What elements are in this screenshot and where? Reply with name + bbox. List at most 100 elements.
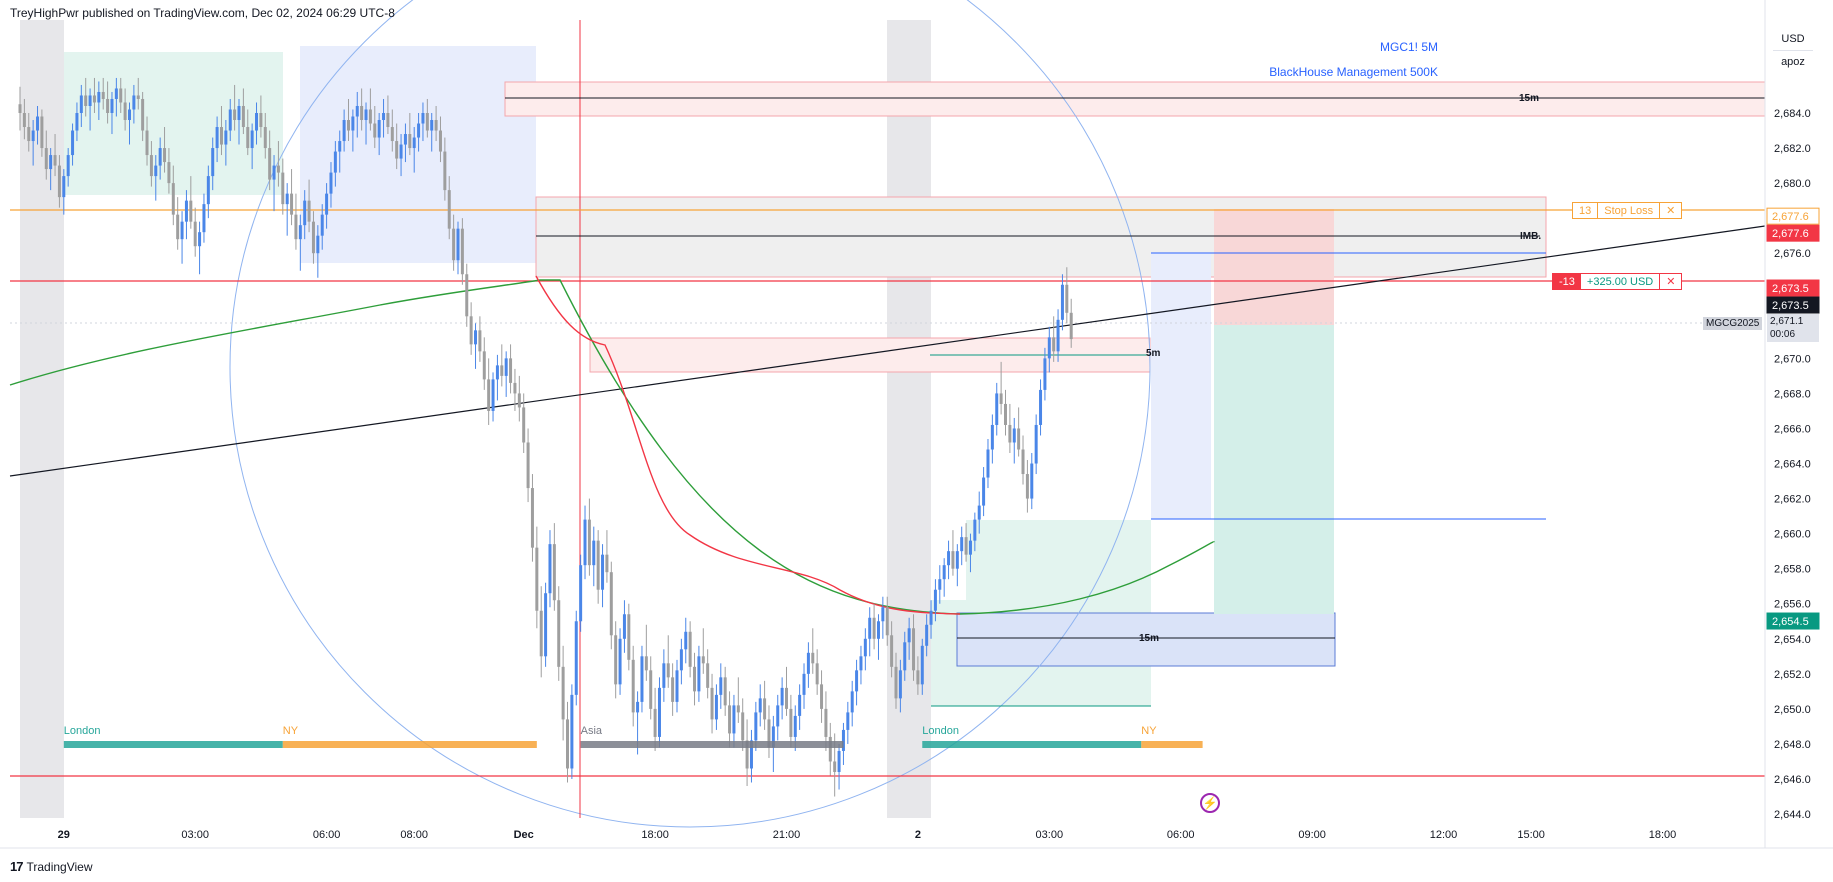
y-tick-label: 2,654.0 <box>1774 634 1811 646</box>
candle-body <box>119 88 123 103</box>
stop-label[interactable]: Stop Loss <box>1604 204 1654 217</box>
candle-body <box>158 148 162 166</box>
candle-body <box>233 109 237 121</box>
x-tick-label: 09:00 <box>1298 829 1326 841</box>
candle-body <box>373 123 377 138</box>
candle-body <box>675 670 679 702</box>
account-legend[interactable]: BlackHouse Management 500K <box>1269 65 1438 79</box>
candle-body <box>128 109 131 121</box>
candle-body <box>132 95 136 110</box>
candle-body <box>44 148 48 170</box>
candle-body <box>237 105 241 121</box>
candle-body <box>872 617 876 639</box>
candle-body <box>881 607 885 622</box>
candle-body <box>749 740 753 769</box>
candle-body <box>955 551 959 569</box>
y-tick-label: 2,650.0 <box>1774 704 1811 716</box>
candle-body <box>403 134 407 145</box>
candle-body <box>824 708 828 737</box>
candle-body <box>898 670 902 699</box>
candle-body <box>1030 463 1034 499</box>
candle-body <box>268 148 272 180</box>
candle-body <box>456 228 460 261</box>
stop-loss-order[interactable]: 13 Stop Loss ✕ <box>1572 202 1683 219</box>
candle-body <box>649 670 653 709</box>
close-icon[interactable]: ✕ <box>1659 203 1681 218</box>
y-tick-label: 2,648.0 <box>1774 739 1811 751</box>
candle-body <box>552 544 556 601</box>
candle-body <box>850 691 854 713</box>
candle-body <box>75 113 79 131</box>
candle-body <box>250 130 254 149</box>
x-tick-label: 03:00 <box>1036 829 1064 841</box>
candle-body <box>942 565 946 580</box>
candle-body <box>434 120 438 131</box>
candle-body <box>390 127 394 142</box>
candle-body <box>298 225 302 240</box>
candle-body <box>999 393 1003 404</box>
candle-body <box>736 705 740 713</box>
candle-body <box>728 705 732 734</box>
risk-zone <box>1214 209 1334 325</box>
footer-brand: 17 TradingView <box>10 859 93 874</box>
candle-body <box>176 214 180 240</box>
candle-body <box>566 719 569 769</box>
candle-body <box>110 98 114 113</box>
y-tick-label: 2,666.0 <box>1774 423 1811 435</box>
candle-body <box>947 551 951 566</box>
demand-zone-15m <box>956 612 1336 667</box>
x-tick-label: 06:00 <box>313 829 341 841</box>
symbol-badge: MGCG2025 <box>1703 317 1763 330</box>
candle-body <box>561 666 565 720</box>
x-tick-label: 15:00 <box>1517 829 1545 841</box>
candle-body <box>636 701 640 713</box>
candle-body <box>228 109 232 131</box>
candle-body <box>982 477 986 506</box>
lightning-icon[interactable]: ⚡ <box>1200 793 1220 813</box>
drawings <box>9 0 1766 828</box>
candle-body <box>973 519 977 541</box>
position-qty[interactable]: -13 <box>1553 274 1581 289</box>
candle-body <box>386 113 390 128</box>
zone-box <box>1151 253 1211 519</box>
background-zones <box>20 20 1766 818</box>
candle-body <box>609 572 613 636</box>
candle-body <box>513 382 517 394</box>
candle-body <box>666 663 670 678</box>
candle-body <box>907 628 911 643</box>
candle-body <box>833 761 837 772</box>
candle-body <box>141 98 145 131</box>
candle-body <box>929 610 933 625</box>
stop-qty[interactable]: 13 <box>1573 203 1599 218</box>
currency-box[interactable]: USD apoz <box>1773 32 1813 69</box>
candle-body <box>745 740 749 769</box>
candle-body <box>885 607 889 636</box>
close-icon[interactable]: ✕ <box>1659 274 1681 289</box>
symbol-legend[interactable]: MGC1! 5M <box>1379 40 1438 54</box>
candle-body <box>841 729 845 751</box>
trend-line <box>9 225 1766 477</box>
candle-body <box>601 554 605 590</box>
candle-body <box>338 141 342 152</box>
candle-body <box>780 687 784 706</box>
candle-body <box>224 130 228 145</box>
candle-body <box>526 442 530 489</box>
candle-body <box>211 148 215 177</box>
candle-body <box>863 638 867 657</box>
candle-body <box>1056 319 1060 352</box>
position-order[interactable]: -13 +325.00 USD ✕ <box>1552 273 1683 290</box>
publisher-header: TreyHighPwr published on TradingView.com… <box>10 6 395 20</box>
candle-body <box>938 579 942 590</box>
candle-body <box>368 109 372 124</box>
candle-body <box>136 95 140 99</box>
candle-body <box>710 687 714 720</box>
candle-body <box>530 488 534 548</box>
candle-body <box>688 631 692 667</box>
currency-separator <box>1773 50 1813 51</box>
candle-body <box>491 379 495 411</box>
price-label-text: 2,677.6 <box>1772 228 1809 240</box>
candle-body <box>500 365 504 376</box>
candle-body <box>771 726 775 748</box>
